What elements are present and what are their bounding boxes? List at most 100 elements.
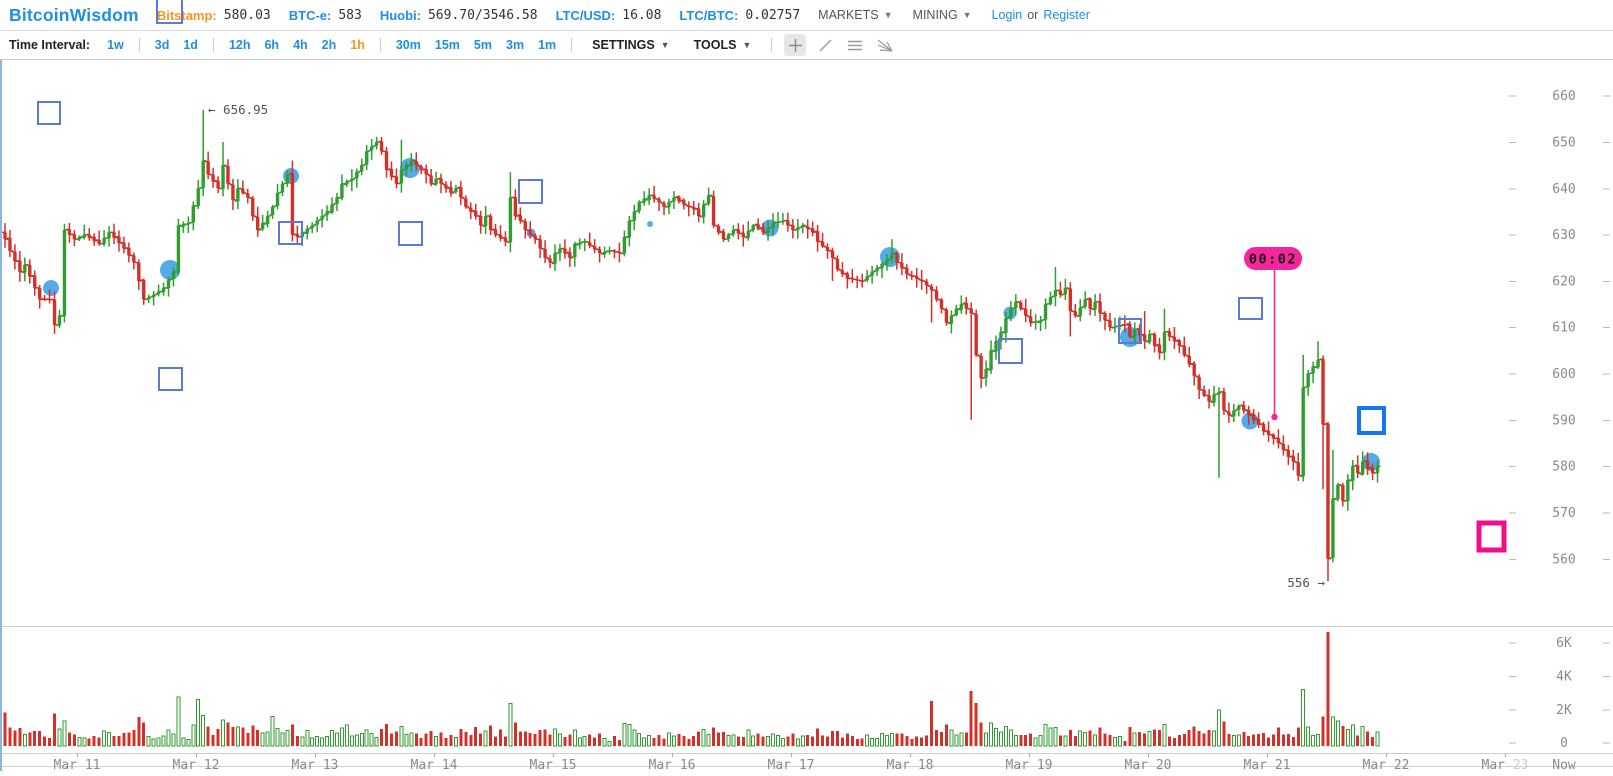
now-label: Now: [1552, 758, 1576, 771]
price-callouts: ← 656.95 556 →: [208, 102, 1325, 590]
ticker-label: BTC-e:: [288, 7, 332, 23]
crosshair-icon[interactable]: [784, 34, 807, 56]
interval-divider: [212, 38, 214, 52]
interval-1m[interactable]: 1m: [538, 38, 557, 52]
date-label: Mar 22: [1363, 758, 1410, 771]
top-header: BitcoinWisdom Bitstamp: 580.03 BTC-e: 583…: [0, 0, 1613, 31]
drawn-square-annotation[interactable]: [398, 221, 423, 246]
date-label: Mar 23: [1482, 758, 1529, 771]
ticker-value: 583: [338, 7, 362, 23]
trade-marker-circle[interactable]: [647, 221, 653, 227]
tools-dropdown[interactable]: TOOLS ▼: [693, 38, 752, 52]
ticker-label: LTC/USD:: [555, 7, 616, 23]
axis-tick-label: 600: [1552, 367, 1575, 382]
countdown-pill[interactable]: [1244, 247, 1302, 270]
drawn-square-annotation[interactable]: [518, 179, 543, 204]
interval-1w[interactable]: 1w: [107, 38, 124, 52]
drawn-square-annotation[interactable]: [158, 367, 183, 391]
ticker-label: LTC/BTC:: [679, 7, 739, 23]
drawn-square-annotation[interactable]: [1476, 520, 1507, 553]
date-label: Mar 14: [411, 758, 458, 771]
fib-fan-icon[interactable]: [874, 34, 896, 56]
volume-bars: [3, 631, 1380, 747]
date-label: Mar 16: [649, 758, 696, 771]
drawn-square-annotation[interactable]: [1357, 406, 1386, 435]
countdown-annotation: 00:02: [1244, 247, 1302, 421]
auth-links: Login or Register: [992, 8, 1090, 22]
date-axis: Mar 11 Mar 12 Mar 13 Mar 14 Mar 15 Mar 16 Mar …: [54, 753, 1576, 773]
axis-tick-label: 650: [1552, 136, 1575, 151]
settings-dropdown[interactable]: SETTINGS ▼: [592, 38, 670, 52]
axis-tick-label: 630: [1552, 228, 1575, 243]
chevron-down-icon: ▼: [660, 40, 670, 50]
interval-30m[interactable]: 30m: [395, 38, 421, 52]
countdown-pointer-dot: [1271, 413, 1278, 421]
app-logo[interactable]: BitcoinWisdom: [9, 4, 139, 25]
axis-tick-label: 6K: [1556, 636, 1572, 651]
date-label: Mar 11: [54, 758, 101, 771]
axis-tick-label: 590: [1552, 413, 1575, 428]
date-label: Mar 21: [1244, 758, 1291, 771]
axis-tick-label: 0: [1560, 736, 1568, 751]
axis-tick-label: 610: [1552, 321, 1575, 336]
interval-4h[interactable]: 4h: [293, 38, 308, 52]
drawn-square-annotations: [37, 101, 1507, 553]
candlesticks: [1, 109, 1381, 581]
drawn-square-annotation[interactable]: [1118, 318, 1142, 344]
interval-1d[interactable]: 1d: [183, 38, 198, 52]
trade-marker-circle[interactable]: [43, 280, 59, 296]
price-axis: 660 650 640 630 620 610 600 590 580 570 560 6K 4K 2K 0: [1509, 89, 1610, 751]
date-label: Mar 17: [768, 758, 815, 771]
ticker-bitstamp: Bitstamp: 580.03: [157, 8, 271, 23]
drawn-square-annotation[interactable]: [278, 221, 303, 245]
drawn-square-annotation[interactable]: [156, 0, 183, 24]
ticker-value: 0.02757: [745, 7, 801, 23]
interval-15m[interactable]: 15m: [434, 38, 460, 52]
axis-tick-label: 4K: [1556, 669, 1572, 684]
countdown-text: 00:02: [1249, 252, 1297, 268]
ticker-btce: BTC-e: 583: [289, 8, 362, 23]
toolbar-divider: [571, 38, 573, 52]
interval-buttons: 1w 3d 1d 12h 6h 4h 2h 1h 30m 15m 5m 3m 1m: [100, 38, 563, 52]
interval-1h[interactable]: 1h: [350, 38, 365, 52]
date-label: Mar 20: [1125, 758, 1172, 771]
chart-area[interactable]: 660 650 640 630 620 610 600 590 580 570 560 6K 4K 2K 0…: [0, 60, 1613, 773]
horizontal-lines-icon[interactable]: [844, 34, 866, 56]
candlestick-volume-chart[interactable]: 660 650 640 630 620 610 600 590 580 570 560 6K 4K 2K 0…: [1, 60, 1613, 773]
axis-tick-label: 580: [1552, 460, 1575, 475]
axis-tick-label: 660: [1552, 89, 1575, 104]
interval-3d[interactable]: 3d: [154, 38, 170, 52]
mining-menu[interactable]: MINING ▼: [912, 8, 972, 22]
interval-12h[interactable]: 12h: [228, 38, 251, 52]
ticker-label: Bitstamp:: [156, 7, 217, 23]
ticker-value: 569.70/3546.58: [427, 7, 538, 23]
date-label: Mar 12: [173, 758, 220, 771]
axis-tick-label: 640: [1552, 182, 1575, 197]
ticker-ltcusd: LTC/USD: 16.08: [556, 8, 662, 23]
axis-tick-label: 570: [1552, 506, 1575, 521]
date-label: Mar 19: [1006, 758, 1053, 771]
trendline-icon[interactable]: [814, 34, 836, 56]
markets-menu[interactable]: MARKETS ▼: [818, 8, 893, 22]
interval-2h[interactable]: 2h: [321, 38, 337, 52]
register-link[interactable]: Register: [1043, 8, 1090, 22]
drawn-square-annotation[interactable]: [37, 101, 61, 125]
low-price-callout: 556 →: [1287, 575, 1325, 590]
time-interval-label: Time Interval:: [9, 38, 91, 52]
price-tickers: Bitstamp: 580.03 BTC-e: 583 Huobi: 569.70/…: [157, 8, 818, 23]
ticker-ltcbtc: LTC/BTC: 0.02757: [679, 8, 800, 23]
drawn-square-annotation[interactable]: [998, 338, 1023, 364]
toolbar-divider: [771, 38, 773, 52]
drawn-square-annotation[interactable]: [1238, 297, 1263, 320]
trade-marker-circles: [43, 158, 1380, 471]
nav-menus: MARKETS ▼ MINING ▼: [818, 8, 991, 22]
date-label: Mar 18: [887, 758, 934, 771]
chevron-down-icon: ▼: [883, 10, 893, 20]
trade-marker-circle[interactable]: [880, 247, 900, 267]
interval-3m[interactable]: 3m: [506, 38, 525, 52]
interval-5m[interactable]: 5m: [473, 38, 492, 52]
login-link[interactable]: Login: [991, 8, 1023, 22]
interval-6h[interactable]: 6h: [264, 38, 280, 52]
ticker-huobi: Huobi: 569.70/3546.58: [380, 8, 538, 23]
